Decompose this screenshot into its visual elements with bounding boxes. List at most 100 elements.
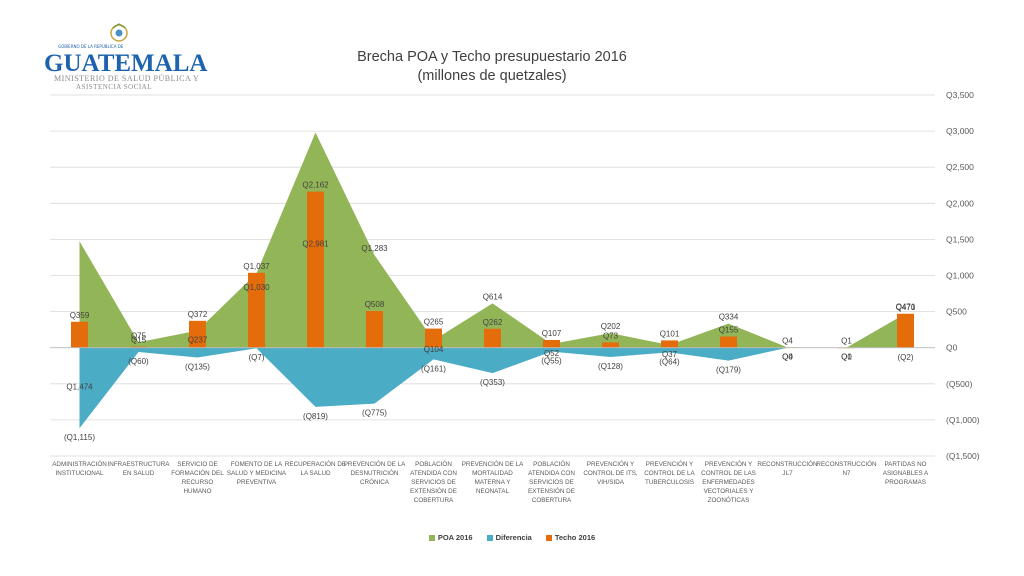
data-label-diferencia: (Q161) — [421, 364, 446, 373]
x-category-label: RECONSTRUCCIÓN JL7 — [757, 459, 818, 477]
data-label-poa: Q202 — [601, 322, 621, 331]
logo-assistance-line: ASISTENCIA SOCIAL — [76, 83, 152, 91]
data-label-techo: Q1 — [841, 337, 852, 346]
series-diferencia-area — [79, 347, 906, 429]
x-category-label: PREVENCIÓN DE LA DESNUTRICIÓN CRÓNICA — [344, 459, 406, 486]
data-label-poa: Q2,981 — [302, 240, 329, 249]
data-label-techo: Q359 — [70, 311, 90, 320]
x-category-label: PREVENCIÓN Y CONTROL DE LAS ENFERMEDADES VE… — [701, 459, 756, 504]
bar-techo — [543, 339, 560, 348]
legend-label: Techo 2016 — [554, 533, 596, 542]
bar-techo — [484, 328, 501, 348]
data-label-diferencia: (Q179) — [716, 366, 741, 375]
x-category-label: RECUPERACIÓN DE LA SALUD — [285, 459, 346, 477]
data-label-poa: Q237 — [188, 336, 208, 345]
data-label-poa: Q52 — [544, 349, 560, 358]
x-category-label: SERVICIO DE FORMACIÓN DEL RECURSO HUMANO — [171, 461, 224, 495]
data-label-diferencia: (Q128) — [598, 362, 623, 371]
data-label-poa: Q471 — [896, 303, 916, 312]
data-label-poa: Q4 — [782, 352, 793, 361]
bar-techo — [130, 346, 147, 348]
bar-techo — [248, 272, 265, 348]
data-label-techo: Q508 — [365, 300, 385, 309]
bar-techo — [897, 313, 914, 348]
y-tick-label: (Q1,500) — [946, 451, 980, 461]
ministry-logo: GOBIERNO DE LA REPÚBLICA DE GUATEMALA MI… — [40, 22, 207, 92]
x-category-label: INFRAESTRUCTURA EN SALUD — [108, 461, 171, 477]
bar-techo — [720, 336, 737, 348]
legend-item: POA 2016 — [428, 533, 473, 542]
data-label-poa: Q104 — [424, 345, 444, 354]
x-category-label: POBLACIÓN ATENDIDA CON SERVICIOS DE EXTENSI… — [410, 459, 457, 504]
data-label-techo: Q73 — [603, 331, 619, 340]
data-label-poa: Q1 — [841, 353, 852, 362]
legend-item: Techo 2016 — [545, 533, 596, 542]
data-label-diferencia: (Q353) — [480, 378, 505, 387]
legend-label: POA 2016 — [437, 533, 473, 542]
y-tick-label: Q0 — [946, 343, 958, 353]
bar-techo — [425, 328, 442, 348]
bar-techo — [307, 191, 324, 348]
series-poa-area — [79, 132, 906, 348]
data-label-techo: Q1,037 — [243, 262, 270, 271]
chart-legend: POA 2016 Diferencia Techo 2016 — [0, 533, 1024, 542]
chart-title-block: Brecha POA y Techo presupuestario 2016 (… — [300, 48, 684, 86]
x-category-label: ADMINISTRACIÓN INSTITUCIONAL — [52, 459, 107, 477]
data-label-poa: Q334 — [719, 313, 739, 322]
x-category-label: FOMENTO DE LA SALUD Y MEDICINA PREVENTIVA — [227, 461, 287, 486]
bar-techo — [189, 320, 206, 348]
logo-top-text: GOBIERNO DE LA REPÚBLICA DE — [58, 44, 124, 49]
data-label-diferencia: Q0 — [841, 353, 852, 362]
data-label-diferencia: (Q819) — [303, 412, 328, 421]
data-label-techo: Q470 — [896, 303, 916, 312]
legend-swatch — [428, 534, 435, 541]
data-label-poa: Q614 — [483, 292, 503, 301]
x-category-label: POBLACIÓN ATENDIDA CON SERVICIOS DE EXTENSI… — [528, 459, 575, 504]
data-label-diferencia: (Q1,115) — [64, 433, 95, 442]
x-category-label: PREVENCIÓN DE LA MORTALIDAD MATERNA Y NEONA… — [462, 459, 524, 495]
chart-subtitle: (millones de quetzales) — [417, 68, 567, 84]
legend-swatch — [486, 534, 493, 541]
x-category-label: PREVENCIÓN Y CONTROL DE ITS, VIH/SIDA — [583, 459, 638, 486]
data-label-diferencia: (Q135) — [185, 362, 210, 371]
data-label-poa: Q75 — [131, 331, 147, 340]
y-tick-label: (Q1,000) — [946, 415, 980, 425]
y-tick-label: Q3,500 — [946, 90, 974, 100]
data-label-diferencia: (Q60) — [128, 357, 149, 366]
data-label-diferencia: (Q775) — [362, 409, 387, 418]
data-label-diferencia: (Q7) — [249, 353, 265, 362]
x-category-label: RECONSTRUCCIÓN N7 — [816, 459, 877, 477]
data-label-techo: Q15 — [131, 336, 147, 345]
data-label-diferencia: (Q64) — [659, 357, 680, 366]
x-category-label: PREVENCIÓN Y CONTROL DE LA TUBERCULOSIS — [644, 459, 695, 486]
y-tick-label: Q2,000 — [946, 198, 974, 208]
x-category-label: PARTIDAS NO ASIGNABLES A PROGRAMAS — [883, 461, 929, 486]
bar-techo — [661, 340, 678, 348]
y-tick-label: (Q500) — [946, 379, 973, 389]
chart-title: Brecha POA y Techo presupuestario 2016 — [357, 49, 627, 65]
legend-label: Diferencia — [495, 533, 532, 542]
y-tick-label: Q3,000 — [946, 126, 974, 136]
bar-techo — [366, 311, 383, 348]
y-tick-label: Q1,500 — [946, 234, 974, 244]
data-label-diferencia: Q0 — [782, 353, 793, 362]
legend-item: Diferencia — [486, 533, 532, 542]
data-label-techo: Q4 — [782, 336, 793, 345]
y-tick-label: Q2,500 — [946, 162, 974, 172]
coat-of-arms-emblem-icon — [110, 23, 128, 42]
legend-swatch — [545, 534, 552, 541]
data-label-poa: Q1,283 — [361, 244, 388, 253]
data-label-techo: Q107 — [542, 329, 562, 338]
data-label-diferencia: (Q2) — [898, 353, 914, 362]
data-label-techo: Q372 — [188, 310, 208, 319]
bar-techo — [71, 321, 88, 348]
data-label-poa: Q1,030 — [243, 283, 270, 292]
y-tick-label: Q500 — [946, 307, 967, 317]
data-label-poa: Q1,474 — [66, 382, 93, 391]
data-label-techo: Q2,162 — [302, 181, 329, 190]
data-label-diferencia: (Q55) — [541, 357, 562, 366]
data-label-poa: Q37 — [662, 350, 678, 359]
logo-ministry-line: MINISTERIO DE SALUD PÚBLICA Y — [54, 74, 200, 83]
data-label-techo: Q262 — [483, 318, 503, 327]
